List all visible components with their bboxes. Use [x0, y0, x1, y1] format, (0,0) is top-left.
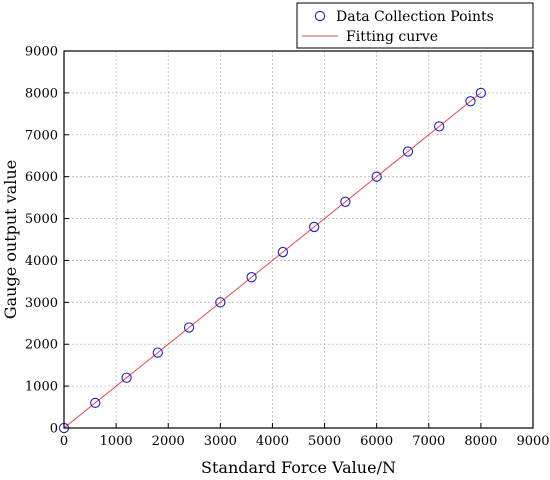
x-tick-label: 1000 — [100, 434, 133, 449]
data-point — [90, 397, 101, 409]
x-tick-label: 8000 — [464, 434, 497, 449]
y-tick-label: 2000 — [25, 338, 58, 353]
data-point — [475, 87, 487, 99]
x-tick-label: 0 — [60, 434, 68, 449]
x-tick-label: 7000 — [412, 434, 445, 449]
grid — [64, 51, 533, 428]
y-axis-ticks: 0 1000 2000 3000 4000 5000 6000 7000 8000 9000 — [25, 45, 69, 437]
x-tick-label: 4000 — [256, 434, 289, 449]
data-point — [121, 372, 132, 383]
plot-frame — [63, 50, 534, 429]
data-point — [183, 322, 195, 333]
x-axis-ticks: 0 1000 2000 3000 4000 5000 6000 7000 8000 9000 — [60, 423, 550, 449]
y-tick-label: 4000 — [25, 254, 58, 269]
data-point — [277, 246, 289, 258]
data-point — [340, 196, 351, 207]
legend-box — [296, 2, 534, 49]
x-tick-label: 9000 — [516, 434, 549, 449]
x-axis-label: Standard Force Value/N — [201, 458, 396, 477]
data-point — [215, 297, 226, 308]
x-tick-label: 2000 — [152, 434, 185, 449]
data-point — [152, 347, 163, 358]
x-tick-label: 6000 — [360, 434, 393, 449]
plot-area — [58, 87, 487, 434]
y-tick-label: 0 — [50, 422, 58, 437]
data-point — [465, 96, 476, 107]
x-tick-label: 5000 — [308, 434, 341, 449]
y-tick-label: 9000 — [25, 45, 58, 60]
y-tick-label: 7000 — [25, 128, 58, 143]
y-tick-label: 8000 — [25, 86, 58, 101]
y-tick-label: 1000 — [25, 380, 58, 395]
y-axis-label: Gauge output value — [1, 160, 20, 319]
data-point — [246, 272, 257, 283]
legend-label-data-points: Data Collection Points — [336, 9, 494, 25]
x-tick-label: 3000 — [204, 434, 237, 449]
y-tick-label: 3000 — [25, 296, 58, 311]
legend-marker-data-points — [314, 10, 326, 22]
data-point — [434, 121, 445, 132]
data-point — [402, 146, 414, 157]
data-point — [308, 221, 320, 233]
legend-label-fitting-curve: Fitting curve — [346, 29, 438, 45]
legend: Data Collection Points Fitting curve — [296, 2, 534, 49]
y-tick-label: 5000 — [25, 212, 58, 227]
data-point — [371, 171, 382, 182]
y-tick-label: 6000 — [25, 170, 58, 185]
